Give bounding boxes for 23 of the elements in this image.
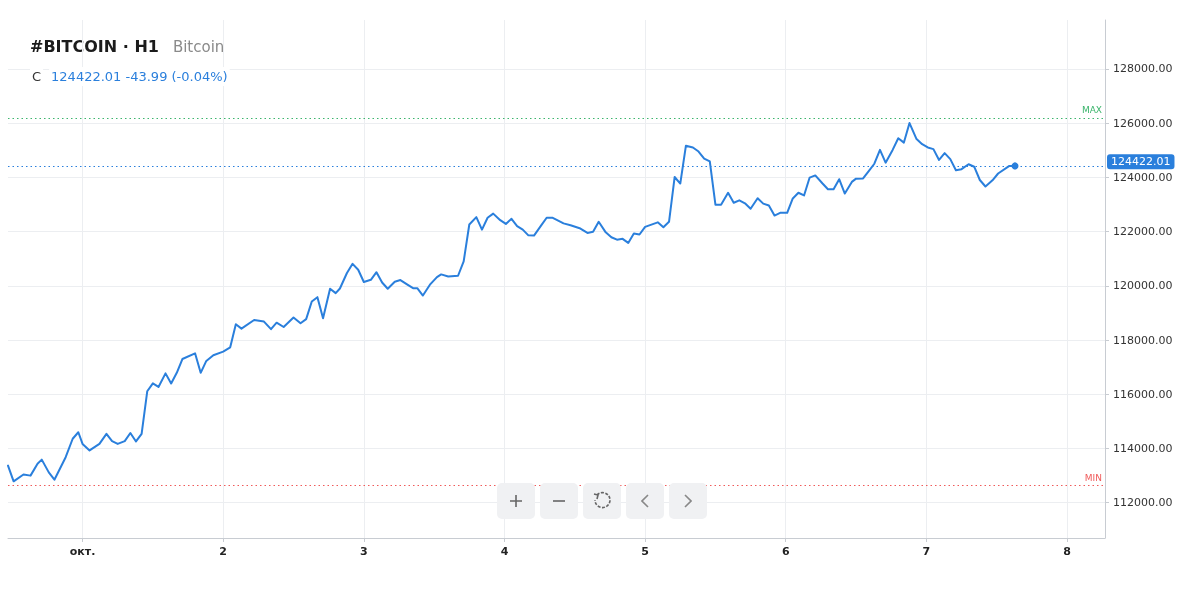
y-tick-label: 120000.00	[1113, 279, 1173, 293]
text: Bitcoin	[172, 37, 225, 56]
text: #BITCOIN · H1	[30, 36, 159, 56]
y-tick-label: 112000.00	[1113, 496, 1173, 510]
ref-line-label: MAX	[1081, 105, 1102, 116]
x-tick-label: 3	[359, 545, 368, 558]
y-tick-label: 126000.00	[1113, 116, 1173, 130]
x-tick-label: 5	[641, 545, 649, 558]
x-tick-label: 8	[1063, 545, 1071, 558]
y-tick-label: 116000.00	[1113, 387, 1173, 401]
y-tick-label: 114000.00	[1113, 442, 1173, 455]
y-tick-label: 128000.00	[1113, 62, 1173, 76]
x-tick-label: окт.	[69, 545, 96, 558]
ref-line-label: MIN	[1084, 473, 1102, 484]
x-tick-label: 6	[781, 545, 790, 558]
ref-line-label: 124422.01	[1111, 155, 1171, 169]
y-tick-label: 122000.00	[1113, 225, 1173, 239]
y-tick-label: 118000.00	[1113, 333, 1173, 347]
annotation: C 124422.01 -43.99 (-0.04%)	[32, 69, 228, 84]
x-tick-label: 7	[922, 545, 931, 558]
y-tick-label: 124000.00	[1113, 170, 1173, 184]
x-tick-label: 2	[219, 545, 228, 558]
x-tick-label: 4	[500, 545, 509, 558]
